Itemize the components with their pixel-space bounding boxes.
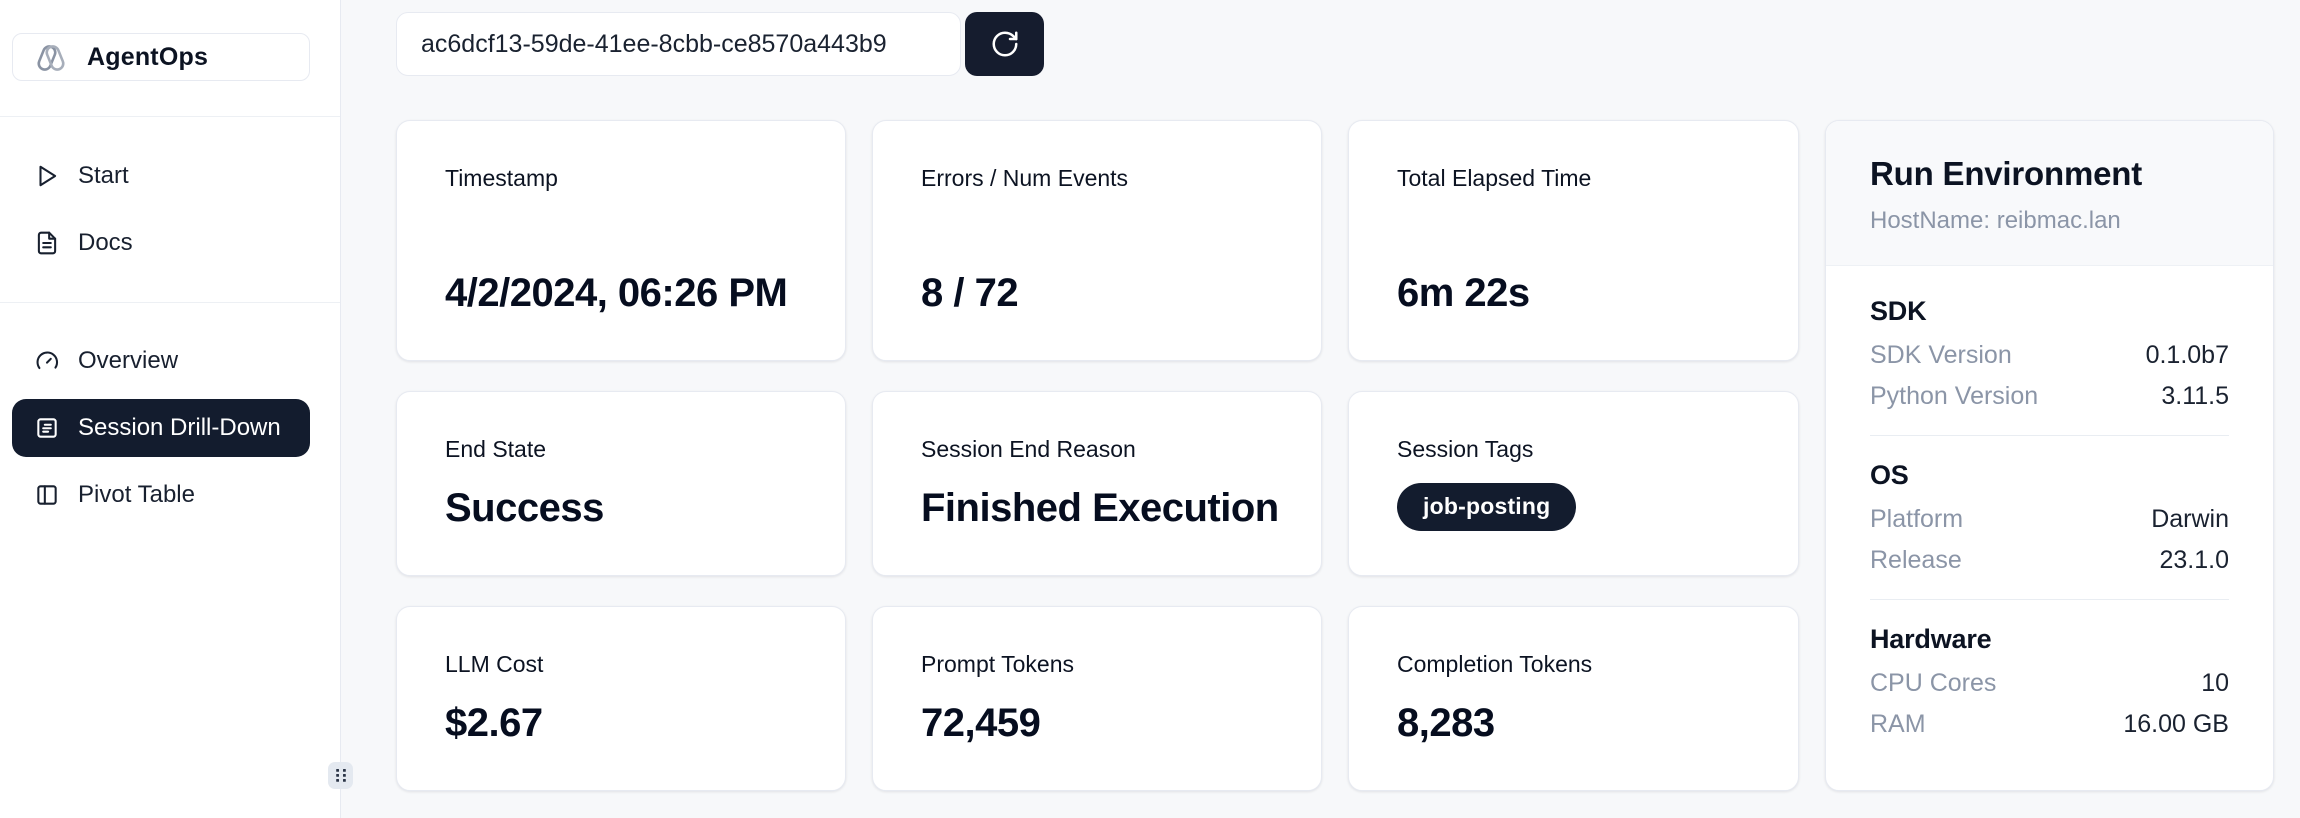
card-label: Errors / Num Events	[921, 165, 1129, 191]
card-value: 72,459	[921, 701, 1041, 745]
env-section-heading: SDK	[1870, 296, 1927, 326]
env-value: 3.11.5	[2161, 382, 2229, 410]
env-section-heading: OS	[1870, 460, 1909, 490]
card-value: Finished Execution	[921, 486, 1279, 530]
run-environment-header: Run Environment HostName: reibmac.lan	[1826, 121, 2273, 266]
card-label: Total Elapsed Time	[1397, 165, 1592, 191]
env-divider	[1870, 435, 2229, 436]
env-row: Release 23.1.0	[1870, 546, 2229, 575]
env-key: CPU Cores	[1870, 669, 1997, 697]
panel-left-icon	[34, 482, 60, 508]
env-key: Python Version	[1870, 382, 2039, 410]
card-llm-cost: LLM Cost $2.67	[396, 606, 846, 791]
card-completion-tokens: Completion Tokens 8,283	[1348, 606, 1799, 791]
sidebar-resize-handle[interactable]	[328, 762, 353, 789]
env-section-hardware: Hardware CPU Cores 10 RAM 16.00 GB	[1870, 624, 2229, 739]
env-value: 10	[2201, 669, 2229, 697]
env-row: Python Version 3.11.5	[1870, 382, 2229, 411]
sidebar-divider	[0, 302, 340, 303]
env-key: SDK Version	[1870, 341, 2012, 369]
card-value: 8,283	[1397, 701, 1495, 745]
play-icon	[34, 163, 60, 189]
card-label: Session Tags	[1397, 436, 1534, 462]
session-notes-icon	[34, 415, 60, 441]
card-value: $2.67	[445, 701, 543, 745]
brand-name: AgentOps	[87, 42, 209, 71]
session-tag-badge: job-posting	[1397, 483, 1577, 531]
gauge-icon	[34, 348, 60, 374]
card-value: Success	[445, 486, 604, 530]
env-divider	[1870, 599, 2229, 600]
card-value: 8 / 72	[921, 271, 1019, 315]
card-session-end-reason: Session End Reason Finished Execution	[872, 391, 1322, 576]
sidebar-item-label: Pivot Table	[78, 481, 195, 508]
card-value: 4/2/2024, 06:26 PM	[445, 271, 788, 315]
card-prompt-tokens: Prompt Tokens 72,459	[872, 606, 1322, 791]
sidebar-item-start[interactable]: Start	[12, 147, 310, 205]
card-total-elapsed-time: Total Elapsed Time 6m 22s	[1348, 120, 1799, 361]
sidebar-item-docs[interactable]: Docs	[12, 214, 310, 272]
refresh-button[interactable]	[965, 12, 1044, 76]
env-section-heading: Hardware	[1870, 624, 1992, 654]
agentops-logo-icon	[33, 39, 69, 75]
sidebar-item-label: Session Drill-Down	[78, 414, 281, 441]
env-row: RAM 16.00 GB	[1870, 710, 2229, 739]
stats-grid: Timestamp 4/2/2024, 06:26 PM Errors / Nu…	[396, 120, 2275, 791]
card-timestamp: Timestamp 4/2/2024, 06:26 PM	[396, 120, 846, 361]
card-label: Completion Tokens	[1397, 651, 1593, 677]
card-label: Prompt Tokens	[921, 651, 1074, 677]
sidebar-item-label: Docs	[78, 229, 133, 256]
env-section-os: OS Platform Darwin Release 23.1.0	[1870, 460, 2229, 575]
env-row: CPU Cores 10	[1870, 669, 2229, 698]
run-environment-body: SDK SDK Version 0.1.0b7 Python Version 3…	[1826, 266, 2273, 751]
sidebar-item-session-drill-down[interactable]: Session Drill-Down	[12, 399, 310, 457]
run-environment-panel: Run Environment HostName: reibmac.lan SD…	[1825, 120, 2274, 791]
document-icon	[34, 230, 60, 256]
sidebar: AgentOps Start Docs Over	[0, 0, 353, 818]
env-key: RAM	[1870, 710, 1926, 738]
card-label: End State	[445, 436, 547, 462]
session-id-input[interactable]	[396, 12, 961, 76]
grip-dots-icon	[335, 768, 347, 783]
sidebar-item-label: Start	[78, 162, 129, 189]
env-row: Platform Darwin	[1870, 505, 2229, 534]
env-row: SDK Version 0.1.0b7	[1870, 341, 2229, 370]
card-session-tags: Session Tags job-posting	[1348, 391, 1799, 576]
sidebar-divider	[0, 116, 340, 117]
card-end-state: End State Success	[396, 391, 846, 576]
rotate-cw-icon	[990, 29, 1020, 59]
run-environment-title: Run Environment	[1870, 155, 2143, 192]
env-key: Release	[1870, 546, 1962, 574]
env-value: 16.00 GB	[2123, 710, 2229, 738]
env-value: Darwin	[2151, 505, 2229, 533]
sidebar-item-pivot-table[interactable]: Pivot Table	[12, 466, 310, 524]
env-section-sdk: SDK SDK Version 0.1.0b7 Python Version 3…	[1870, 296, 2229, 411]
card-label: LLM Cost	[445, 651, 544, 677]
card-label: Timestamp	[445, 165, 558, 191]
hostname-text: HostName: reibmac.lan	[1870, 207, 2121, 234]
env-value: 23.1.0	[2159, 546, 2229, 574]
brand-logo-box[interactable]: AgentOps	[12, 33, 310, 81]
sidebar-item-overview[interactable]: Overview	[12, 332, 310, 390]
card-label: Session End Reason	[921, 436, 1136, 462]
card-value: 6m 22s	[1397, 271, 1530, 315]
sidebar-item-label: Overview	[78, 347, 179, 374]
env-value: 0.1.0b7	[2145, 341, 2229, 369]
env-key: Platform	[1870, 505, 1964, 533]
card-errors-num-events: Errors / Num Events 8 / 72	[872, 120, 1322, 361]
